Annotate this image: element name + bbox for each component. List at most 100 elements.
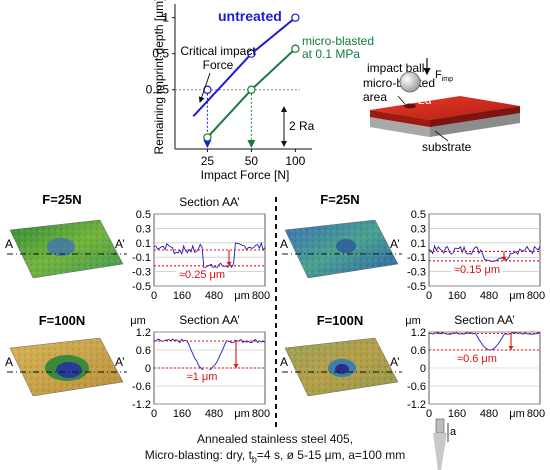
profile-y-tick: 1.2 (136, 327, 151, 339)
profile-y-tick: -1.2 (132, 399, 151, 411)
profile-y-tick: 0 (145, 363, 151, 375)
critical-force-blasted-marker (247, 140, 256, 148)
substrate-front-face (370, 117, 430, 137)
critical-force-untreated-marker (203, 140, 212, 148)
series-point-0 (291, 13, 300, 22)
impact-test-schematic: impact ball micro-blasted area 2α Fimp s… (363, 58, 520, 154)
profile-y-tick: 0.3 (411, 223, 426, 235)
profile-y-tick: -0.5 (132, 281, 151, 293)
series-point-1 (203, 133, 212, 142)
profile-y-tick: 0.5 (411, 209, 426, 221)
profile-x-tick: 800 (527, 408, 545, 420)
profile-y-tick: -0.6 (407, 381, 426, 393)
profile-x-tick: 160 (448, 290, 466, 302)
section-marker-a: A (5, 355, 13, 369)
panel-force-label: F=25N (42, 192, 81, 207)
panel-force-label: F=100N (39, 313, 86, 328)
profile-y-unit: μm (405, 315, 421, 327)
profile-y-tick: 0.1 (136, 238, 151, 250)
profile-y-tick: -0.1 (407, 252, 426, 264)
series-label-untreated: untreated (218, 8, 282, 24)
series-label-micro-blasted-line1: micro-blasted (302, 34, 374, 48)
profile-y-tick: -1.2 (407, 399, 426, 411)
schematic-angle-label: 2α (418, 93, 432, 107)
profile-y-tick: 1.2 (411, 327, 426, 339)
profile-x-tick: 160 (173, 408, 191, 420)
depth-arrow-head (226, 261, 232, 266)
section-marker-a: A (5, 237, 13, 251)
profile-y-tick: 0.5 (136, 209, 151, 221)
section-marker-a: A (280, 355, 288, 369)
x-tick-label: 50 (245, 154, 259, 168)
section-marker-a-prime: A’ (390, 355, 400, 369)
critical-impact-label-line1: Critical impact (180, 44, 256, 58)
ra-label: 2 Ra (289, 119, 315, 133)
section-profile-chart: Section AA’μm1.20.60-0.6-1.20 160 480 μm 800… (405, 313, 545, 420)
y-tick-label: 0.25 (146, 83, 170, 97)
profile-x-tick: 160 (173, 290, 191, 302)
depth-label: ≈1 μm (187, 371, 218, 383)
profile-x-tick: μm (234, 408, 250, 420)
depth-label: ≈0.25 μm (179, 269, 225, 281)
section-title: Section AA’ (179, 313, 239, 327)
series-label-micro-blasted-line2: at 0.1 MPa (302, 47, 360, 61)
caption-line-1: Annealed stainless steel 405, (196, 432, 354, 446)
depth-label-bg (451, 352, 503, 365)
panel-force-label: F=25N (320, 192, 359, 207)
y-tick-label: 0.5 (152, 47, 169, 61)
schematic-micro-blasted-line1: micro-blasted (363, 76, 435, 90)
profile-x-tick: μm (509, 290, 525, 302)
imprint-inner (56, 362, 82, 378)
main-chart-ylabel: Remaining imprint depth [μm] (152, 0, 166, 154)
imprint-mark (404, 103, 416, 109)
tool-distance-label: a (450, 426, 457, 438)
schematic-micro-blasted-line2: area (363, 90, 387, 104)
imprint-outer (336, 239, 356, 253)
section-marker-a-prime: A’ (390, 237, 400, 251)
section-title: Section AA’ (454, 313, 514, 327)
depth-label-bg (176, 370, 228, 383)
main-chart-series (192, 13, 300, 142)
section-marker-a-prime: A’ (115, 355, 125, 369)
profile-x-tick: 480 (480, 290, 498, 302)
critical-impact-arrow (198, 72, 211, 103)
impact-ball (399, 71, 421, 93)
schematic-substrate-label: substrate (422, 140, 472, 154)
section-marker-a-prime: A’ (115, 237, 125, 251)
y-tick-label: 1 (162, 11, 169, 25)
blasted-layer-top (370, 96, 520, 120)
series-point-0 (247, 49, 256, 58)
profile-x-tick: μm (234, 290, 250, 302)
section-title: Section AA’ (179, 195, 239, 209)
profile-x-tick: μm (509, 408, 525, 420)
impact-force-label: Fimp (435, 69, 453, 83)
critical-impact-label-line2: Force (203, 58, 234, 72)
ra-bracket-top-arrow (281, 106, 287, 112)
depth-arrow-head (501, 256, 507, 261)
panel-2: F=25N A A’ 0.5 0.3 0.1 -0.1 -0.3 -0.50 160 480 μm 80… (280, 192, 545, 302)
surface-map: A A’ (280, 337, 402, 397)
panel-force-label: F=100N (317, 313, 364, 328)
profile-y-tick: -0.3 (132, 267, 151, 279)
profile-x-tick: 0 (426, 408, 432, 420)
profile-x-tick: 480 (205, 408, 223, 420)
imprint-outer (47, 238, 75, 256)
main-chart-y-ticks: 1 0.5 0.25 (146, 11, 175, 97)
profile-y-tick: 0.6 (136, 345, 151, 357)
caption-line-2: Micro-blasting: dry, tb=4 s, ø 5-15 μm, … (144, 448, 406, 465)
panel-1: F=25N A A’ Section AA’ 0.5 0.3 0.1 -0.1 -0.3 -0.5… (5, 192, 270, 302)
substrate-leader (434, 130, 449, 142)
profile-x-tick: 0 (426, 290, 432, 302)
profile-y-tick: 0.3 (136, 223, 151, 235)
schematic-impact-ball-label: impact ball (367, 61, 424, 75)
blasting-nozzle-icon: a (433, 418, 457, 470)
profile-y-tick: -0.5 (407, 281, 426, 293)
ra-bracket-bottom-arrow (281, 141, 287, 147)
main-chart-guides (175, 89, 300, 148)
surface-map: A A’ (5, 337, 127, 397)
depth-arrow-head (233, 364, 239, 368)
profile-y-tick: 0 (420, 363, 426, 375)
